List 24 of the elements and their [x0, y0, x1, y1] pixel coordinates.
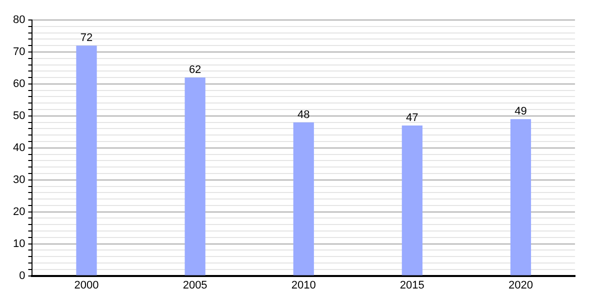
y-tick-label: 40: [12, 142, 26, 154]
data-label: 48: [297, 108, 310, 121]
y-tick-label: 80: [12, 14, 26, 26]
y-tick-label: 60: [12, 78, 26, 90]
bar: [184, 78, 206, 276]
x-tick-label: 2000: [74, 279, 99, 292]
y-tick-label: 0: [19, 270, 26, 282]
y-tick-label: 10: [12, 238, 26, 250]
data-label: 47: [406, 112, 418, 124]
x-tick-label: 2005: [182, 279, 208, 292]
y-tick-label: 20: [12, 206, 26, 218]
bar: [510, 119, 532, 276]
bar: [76, 46, 97, 276]
bar: [402, 126, 422, 276]
bar: [293, 122, 314, 276]
y-tick-label: 50: [12, 110, 26, 122]
x-tick-label: 2010: [291, 279, 316, 292]
y-tick-label: 70: [12, 46, 26, 58]
x-tick-label: 2015: [400, 279, 424, 292]
y-tick-label: 30: [12, 174, 26, 186]
x-tick-label: 2020: [508, 279, 533, 292]
data-label: 49: [514, 106, 527, 118]
data-label: 72: [80, 32, 93, 44]
data-label: 62: [188, 64, 202, 76]
